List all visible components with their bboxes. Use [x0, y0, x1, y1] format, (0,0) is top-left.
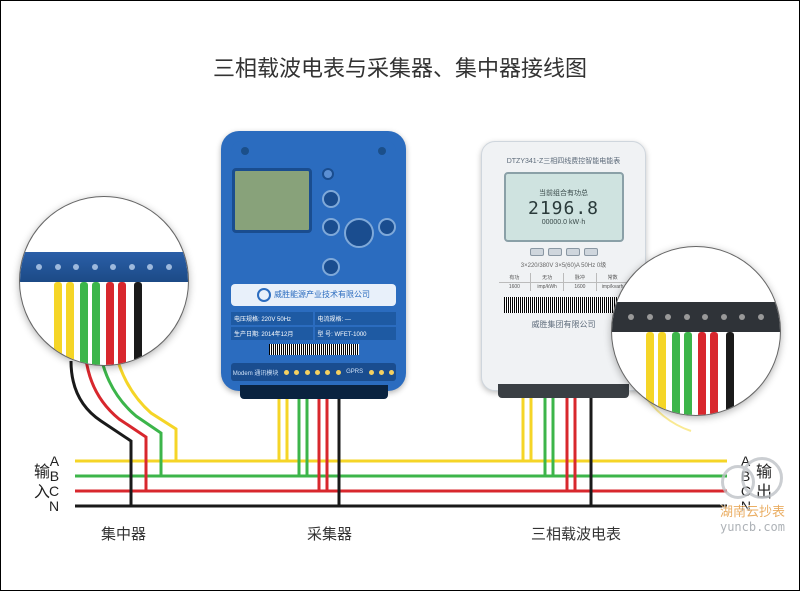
concentrator-terminal-inset	[19, 196, 189, 366]
meter-spec-table: 有功无功脉冲常数 1600imp/kWh1600imp/kvarh	[499, 273, 629, 291]
meter-lcd: 当前组合有功总 2196.8 00000.0 kW·h	[504, 172, 624, 242]
input-label: 输入	[27, 463, 51, 503]
caption-meter: 三相载波电表	[531, 523, 621, 544]
meter-model: DTZY341-Z三相四线费控智能电能表	[507, 156, 621, 166]
terminal-strip	[20, 252, 188, 282]
phase-labels-left: A B C N	[49, 454, 59, 514]
meter-rating: 3×220/380V 3×5(60)A 50Hz 0级	[521, 260, 606, 269]
meter-terminal-inset	[611, 246, 781, 416]
meter-barcode	[504, 297, 624, 313]
cloud-icon	[721, 461, 783, 499]
watermark: 湖南云抄表 yuncb.com	[720, 461, 785, 534]
collector-info: 电压规格: 220V 50Hz 电流规格: — 生产日期: 2014年12月 型…	[231, 312, 396, 340]
meter-buttons	[530, 248, 598, 256]
collector-barcode	[269, 344, 359, 355]
collector-screen	[232, 168, 312, 233]
caption-concentrator: 集中器	[101, 523, 146, 544]
collector-device: 威胜能源产业技术有限公司 电压规格: 220V 50Hz 电流规格: — 生产日…	[221, 131, 406, 391]
terminal-strip	[612, 302, 780, 332]
meter-manufacturer: 威胜集团有限公司	[532, 319, 596, 330]
collector-brand: 威胜能源产业技术有限公司	[231, 284, 396, 306]
diagram-title: 三相载波电表与采集器、集中器接线图	[1, 51, 799, 83]
caption-collector: 采集器	[307, 523, 352, 544]
collector-led-bar: Modem 通讯模块 GPRS	[231, 363, 396, 381]
diagram-canvas: 三相载波电表与采集器、集中器接线图	[0, 0, 800, 591]
